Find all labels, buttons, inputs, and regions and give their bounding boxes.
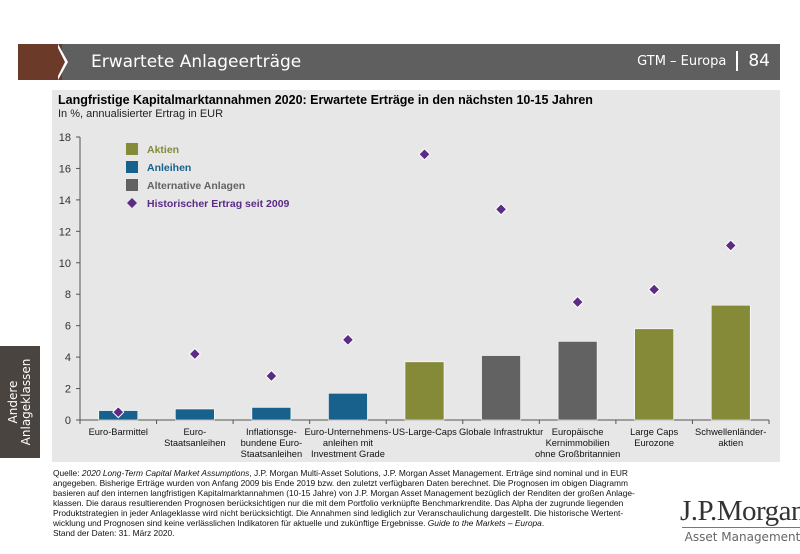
historical-return-marker bbox=[647, 283, 661, 296]
bar bbox=[634, 328, 674, 421]
footnote: Quelle: 2020 Long-Term Capital Market As… bbox=[53, 468, 653, 538]
logo-wordmark: J.P.Morgan bbox=[680, 495, 800, 527]
logo-rule bbox=[682, 527, 800, 528]
side-tab[interactable] bbox=[0, 346, 40, 458]
x-category-label-line: Schwellenländer- bbox=[695, 427, 766, 437]
x-category-label: Large Caps Eurozone bbox=[630, 427, 678, 448]
header-accent-block bbox=[18, 44, 62, 80]
x-category-label-line: Large Caps bbox=[630, 427, 678, 437]
y-tick-label: 2 bbox=[65, 384, 71, 396]
footnote-guide-end: . bbox=[541, 518, 545, 528]
header-bar bbox=[62, 44, 780, 80]
legend-swatch bbox=[126, 161, 138, 173]
historical-return-marker bbox=[724, 239, 737, 252]
legend-diamond-swatch bbox=[127, 198, 137, 208]
legend-swatch bbox=[126, 179, 138, 191]
x-category-label-line: Euro- bbox=[183, 427, 206, 437]
historical-return-marker bbox=[112, 405, 125, 419]
section-label: GTM – Europa bbox=[637, 53, 727, 69]
header-separator bbox=[736, 51, 739, 71]
x-category-label: Euro-Barmittel bbox=[89, 427, 148, 437]
x-category-label-line: Europäische bbox=[552, 427, 604, 437]
x-category-label: Inflationsge-bundene Euro-Staatsanleihen bbox=[241, 427, 303, 459]
y-axis: 0 2 4 6 8 10 12 14 16 18 bbox=[59, 132, 81, 427]
x-category-label: US-Large-Caps bbox=[392, 427, 457, 437]
bar bbox=[710, 304, 751, 421]
historical-return-marker bbox=[265, 369, 278, 383]
x-category-label: Euro-Unternehmens-anleihen mit Investment… bbox=[305, 427, 392, 459]
x-category-label-line: anleihen mit bbox=[323, 438, 374, 448]
chart-subtitle: In %, annualisierter Ertrag in EUR bbox=[58, 108, 224, 120]
x-category-label-line: Staatsanleihen bbox=[164, 438, 226, 448]
y-tick-label: 6 bbox=[65, 321, 71, 333]
x-category-label-line: Kernimmobilien bbox=[546, 438, 610, 448]
y-tick-label: 18 bbox=[59, 132, 71, 144]
y-tick-label: 14 bbox=[59, 195, 71, 207]
x-tick-labels: Euro-Barmittel Euro-StaatsanleihenInflati… bbox=[89, 427, 767, 459]
x-category-label-line: Staatsanleihen bbox=[241, 449, 303, 459]
historical-return-marker bbox=[341, 333, 355, 347]
y-tick-label: 16 bbox=[59, 163, 71, 175]
x-category-label: Euro-Staatsanleihen bbox=[164, 427, 226, 448]
bar bbox=[481, 355, 521, 421]
x-category-label: Europäische Kernimmobilien ohne Großbritan… bbox=[535, 427, 620, 459]
y-tick-label: 8 bbox=[65, 289, 71, 301]
legend-label: Aktien bbox=[147, 144, 179, 156]
header-meta: GTM – Europa 84 bbox=[637, 51, 770, 71]
x-category-label: Globale Infrastruktur bbox=[459, 427, 543, 437]
bar bbox=[175, 408, 215, 421]
x-category-label-line: Inflationsge- bbox=[246, 427, 297, 437]
page-number: 84 bbox=[748, 51, 770, 71]
footnote-body: , J.P. Morgan Multi-Asset Solutions, J.P… bbox=[53, 468, 635, 528]
x-category-label: Schwellenländer-aktien bbox=[695, 427, 766, 448]
header-chevron-arrow bbox=[56, 44, 65, 80]
y-tick-label: 4 bbox=[65, 352, 71, 364]
bar bbox=[328, 392, 368, 421]
footnote-source-label: Quelle: bbox=[53, 468, 82, 478]
legend: Aktien Anleihen Alternative Anlagen Histori… bbox=[126, 143, 290, 210]
y-tick-label: 0 bbox=[65, 415, 71, 427]
historical-return-marker bbox=[494, 203, 508, 216]
footnote-date: Stand der Daten: 31. März 2020. bbox=[53, 528, 175, 538]
logo-subtitle: Asset Management bbox=[684, 530, 800, 544]
x-category-label-line: Globale Infrastruktur bbox=[459, 427, 543, 437]
legend-label: Anleihen bbox=[147, 162, 191, 174]
historical-series bbox=[112, 148, 737, 419]
historical-return-marker bbox=[418, 148, 431, 161]
footnote-source-title: 2020 Long-Term Capital Market Assumption… bbox=[81, 468, 250, 478]
x-category-label-line: bundene Euro- bbox=[241, 438, 303, 448]
x-axis bbox=[79, 419, 770, 424]
bar-series bbox=[98, 304, 751, 421]
bar bbox=[251, 407, 292, 421]
x-category-label-line: ohne Großbritannien bbox=[535, 449, 620, 459]
x-category-label-line: Eurozone bbox=[634, 438, 674, 448]
x-category-label-line: aktien bbox=[718, 438, 743, 448]
historical-return-marker bbox=[188, 347, 202, 361]
x-category-label-line: Investment Grade bbox=[311, 449, 385, 459]
footnote-guide: Guide to the Markets – Europa bbox=[427, 518, 542, 528]
historical-return-marker bbox=[571, 295, 584, 309]
legend-label: Alternative Anlagen bbox=[147, 180, 245, 192]
bar bbox=[557, 341, 598, 421]
page-title: Erwartete Anlageerträge bbox=[91, 52, 302, 72]
x-category-label-line: US-Large-Caps bbox=[392, 427, 457, 437]
x-category-label-line: Euro-Unternehmens- bbox=[305, 427, 392, 437]
legend-label: Historischer Ertrag seit 2009 bbox=[147, 198, 290, 210]
bar bbox=[404, 361, 445, 421]
chart-title: Langfristige Kapitalmarktannahmen 2020: … bbox=[58, 93, 593, 107]
x-category-label-line: Euro-Barmittel bbox=[89, 427, 148, 437]
y-tick-label: 10 bbox=[59, 258, 71, 270]
y-tick-label: 12 bbox=[59, 226, 71, 238]
legend-swatch bbox=[126, 143, 138, 155]
jpmorgan-logo: J.P.Morgan Asset Management bbox=[680, 497, 800, 544]
